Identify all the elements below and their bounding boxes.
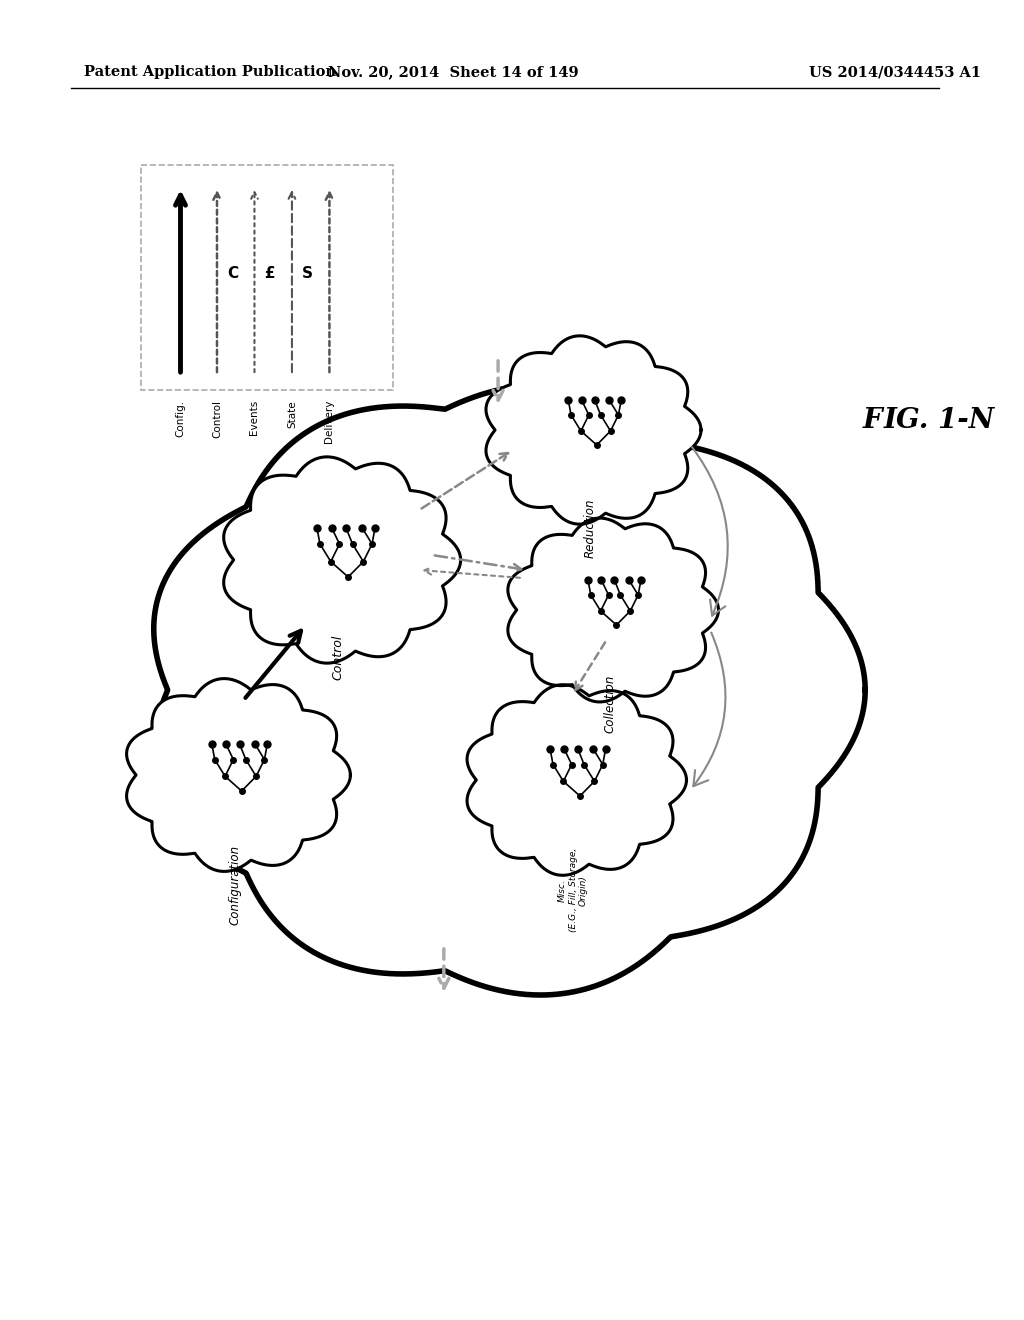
Text: Patent Application Publication: Patent Application Publication — [84, 65, 336, 79]
Polygon shape — [486, 335, 701, 524]
Polygon shape — [127, 678, 350, 871]
Text: C: C — [227, 265, 238, 281]
Polygon shape — [223, 457, 461, 663]
Text: Control: Control — [212, 400, 222, 438]
Text: Delivery: Delivery — [325, 400, 335, 444]
Text: US 2014/0344453 A1: US 2014/0344453 A1 — [809, 65, 981, 79]
Text: Nov. 20, 2014  Sheet 14 of 149: Nov. 20, 2014 Sheet 14 of 149 — [329, 65, 579, 79]
Text: Configuration: Configuration — [228, 845, 242, 925]
Text: State: State — [287, 400, 297, 428]
Text: Misc.
(E.G., Fill, Storage,
Origin): Misc. (E.G., Fill, Storage, Origin) — [558, 847, 588, 932]
Text: Events: Events — [250, 400, 259, 436]
Polygon shape — [467, 685, 686, 875]
Polygon shape — [154, 385, 865, 995]
Polygon shape — [508, 517, 719, 702]
Text: £: £ — [264, 265, 274, 281]
Text: Collection: Collection — [603, 675, 616, 734]
Text: Reduction: Reduction — [584, 498, 596, 557]
FancyArrowPatch shape — [693, 632, 725, 787]
Bar — [141, 165, 392, 389]
Text: Control: Control — [332, 635, 345, 680]
Text: IG. 1-N: IG. 1-N — [884, 407, 995, 433]
Text: Config.: Config. — [175, 400, 185, 437]
FancyArrowPatch shape — [692, 447, 728, 615]
Text: S: S — [302, 265, 312, 281]
Text: F: F — [863, 407, 883, 433]
